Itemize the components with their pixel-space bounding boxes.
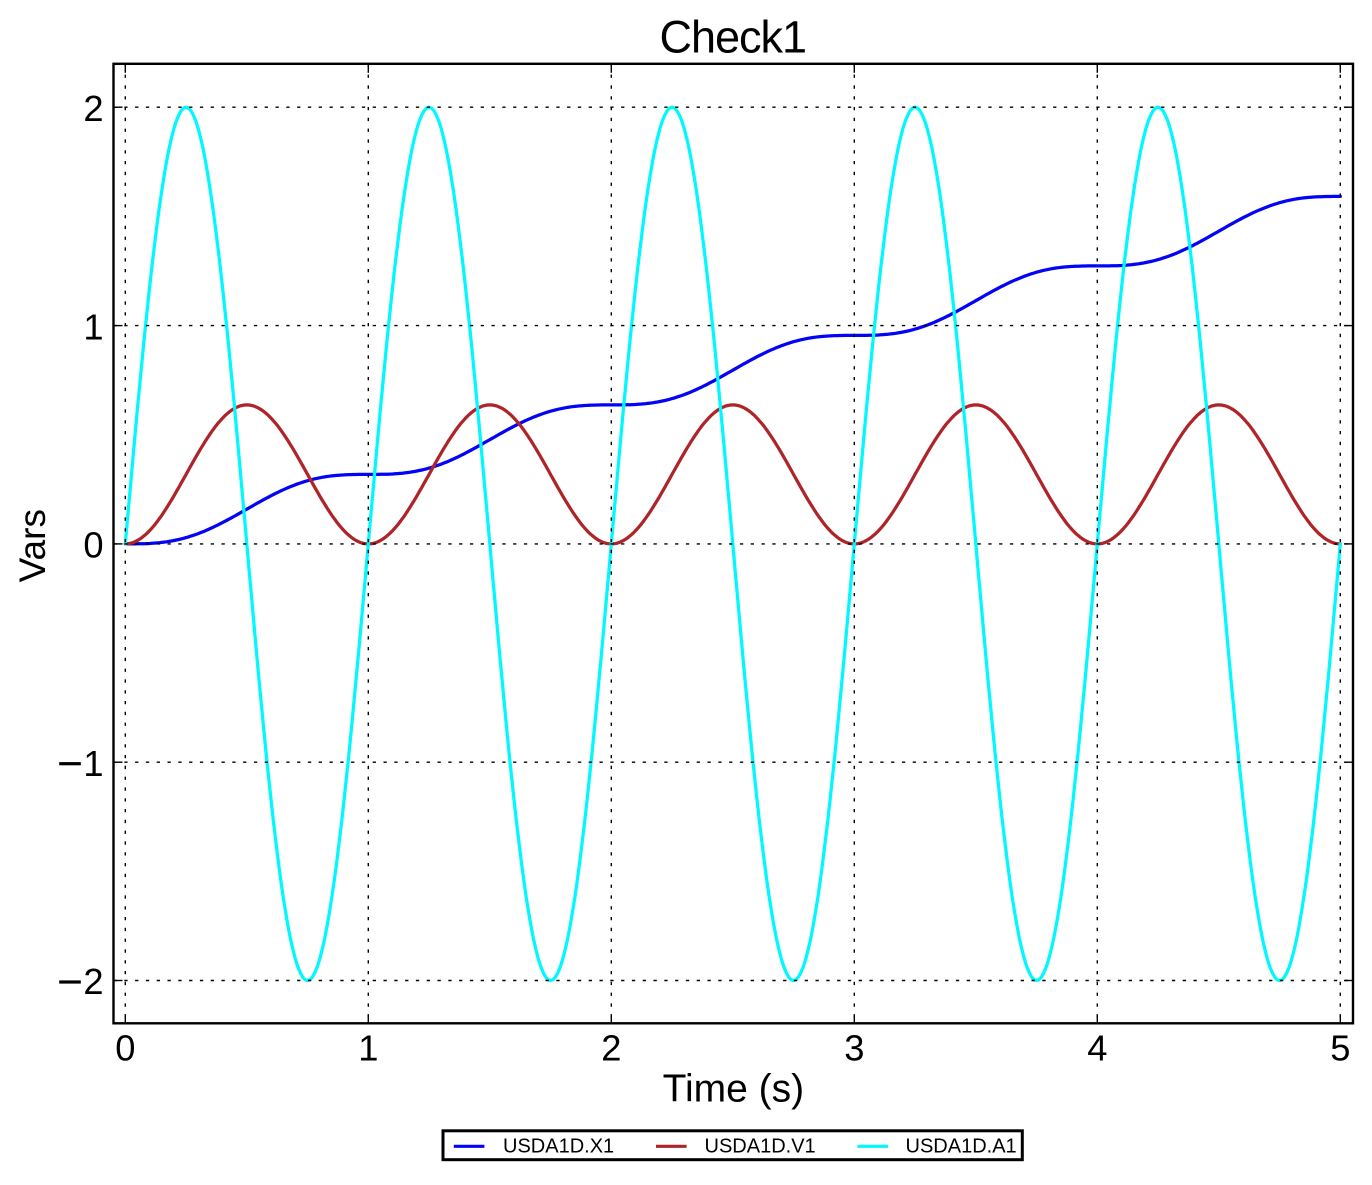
svg-text:Check1: Check1 — [660, 12, 807, 63]
svg-text:5: 5 — [1330, 1028, 1350, 1069]
svg-text:Vars: Vars — [12, 509, 53, 582]
svg-text:0: 0 — [115, 1028, 135, 1069]
svg-text:2: 2 — [601, 1028, 621, 1069]
svg-text:4: 4 — [1087, 1028, 1107, 1069]
svg-text:USDA1D.A1: USDA1D.A1 — [906, 1135, 1017, 1157]
svg-text:1: 1 — [358, 1028, 378, 1069]
svg-text:0: 0 — [83, 525, 103, 566]
svg-text:3: 3 — [844, 1028, 864, 1069]
svg-text:2: 2 — [83, 88, 103, 129]
svg-text:Time (s): Time (s) — [663, 1067, 805, 1110]
svg-text:1: 1 — [83, 306, 103, 347]
svg-text:USDA1D.V1: USDA1D.V1 — [705, 1135, 816, 1157]
svg-text:1: 1 — [83, 743, 103, 784]
svg-text:USDA1D.X1: USDA1D.X1 — [503, 1135, 614, 1157]
svg-text:2: 2 — [83, 961, 103, 1002]
